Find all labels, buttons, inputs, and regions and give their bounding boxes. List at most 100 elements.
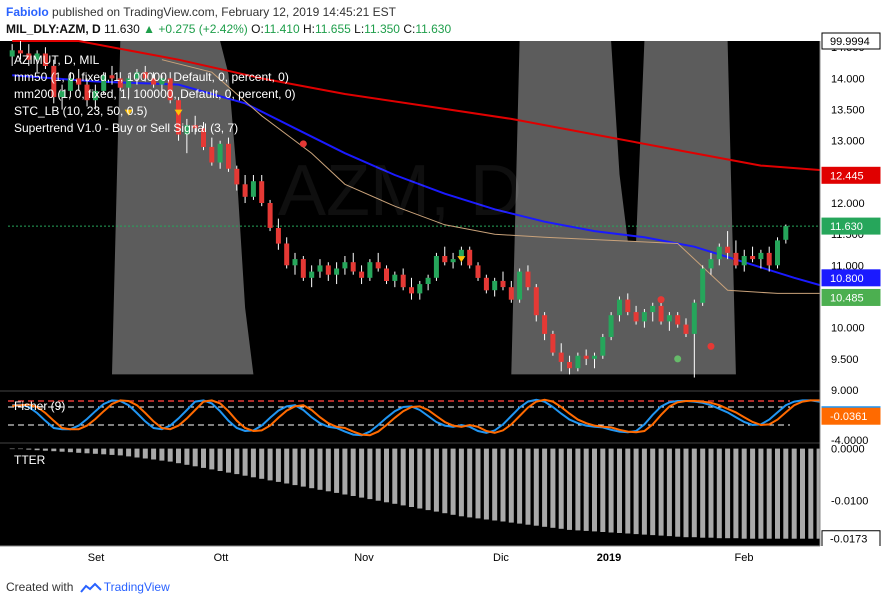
tter-bar xyxy=(84,448,90,454)
tter-bar xyxy=(592,448,597,532)
legend-supertrend[interactable]: Supertrend V1.0 - Buy or Sell Signal (3,… xyxy=(14,121,238,135)
tter-bar xyxy=(733,448,739,539)
legend-stc[interactable]: STC_LB (10, 23, 50, 0.5) xyxy=(14,104,147,118)
price-tick-label: 14.000 xyxy=(831,73,865,85)
legend-title[interactable]: AZIMUT, D, MIL xyxy=(14,53,100,67)
candle-body xyxy=(342,262,348,269)
candle-body xyxy=(425,277,431,284)
stc-area xyxy=(12,41,884,375)
candle-body xyxy=(508,287,514,300)
tter-label[interactable]: TTER xyxy=(14,453,46,467)
candle-body xyxy=(392,274,398,281)
signal-dot xyxy=(299,140,307,148)
candle-body xyxy=(741,256,747,266)
tter-bar xyxy=(542,448,548,527)
tter-bar xyxy=(117,448,123,456)
time-tick-label: Nov xyxy=(354,552,374,564)
candle-body xyxy=(26,53,32,60)
candle-body xyxy=(209,146,215,163)
tter-bar xyxy=(67,448,73,453)
open-value: 11.410 xyxy=(263,22,300,36)
candle-body xyxy=(750,256,756,260)
tter-bar xyxy=(450,448,456,515)
candle-body xyxy=(458,249,464,260)
candle-body xyxy=(126,78,132,88)
tter-bar xyxy=(217,448,223,471)
tter-bar xyxy=(517,448,523,524)
tter-bar xyxy=(575,448,581,531)
candle-body xyxy=(558,352,564,362)
axes: 14.50014.00013.50013.00012.50012.00011.5… xyxy=(0,32,884,572)
candle-body xyxy=(708,259,714,269)
tter-bar xyxy=(633,448,639,535)
tter-bar xyxy=(725,448,731,539)
watermark: AZM, D xyxy=(278,151,522,231)
price-pane[interactable] xyxy=(8,40,884,378)
candle-body xyxy=(417,284,423,294)
tter-bar xyxy=(350,448,356,496)
sell-signal-marker xyxy=(457,256,466,263)
price-change: +0.275 (+2.42%) xyxy=(158,22,248,36)
tradingview-logo-icon xyxy=(79,582,102,593)
candle-body xyxy=(575,355,581,369)
tter-bar xyxy=(184,448,190,465)
candle-body xyxy=(192,125,198,129)
tter-bar xyxy=(167,448,173,462)
candle-body xyxy=(700,268,706,303)
tter-bar xyxy=(201,448,206,468)
candle-body xyxy=(42,53,48,66)
footer: Created with TradingView xyxy=(6,580,170,594)
candle-body xyxy=(600,337,606,356)
tter-bar xyxy=(284,448,290,484)
tter-bar xyxy=(384,448,389,503)
open-label: O: xyxy=(251,22,264,36)
candle-body xyxy=(758,252,764,260)
candle-body xyxy=(775,240,780,266)
candle-body xyxy=(309,271,315,278)
tter-bar xyxy=(9,448,15,450)
candle-body xyxy=(217,143,223,163)
tter-bar xyxy=(400,448,406,506)
price-tick-label: 9.500 xyxy=(831,354,859,366)
tter-bar xyxy=(800,448,805,539)
tter-bar xyxy=(533,448,539,526)
footer-brand[interactable]: TradingView xyxy=(103,580,170,594)
tter-bar xyxy=(334,448,340,493)
price-label-bg xyxy=(821,166,881,184)
candle-body xyxy=(167,78,173,101)
legend-mm200[interactable]: mm200 (1, 0, fixed, 1, 100000, Default, … xyxy=(14,87,296,101)
time-tick-label: Ott xyxy=(214,552,229,564)
candle-body xyxy=(500,280,506,288)
tter-bar xyxy=(250,448,256,478)
tter-bar xyxy=(109,448,115,455)
candle-body xyxy=(18,50,23,54)
candle-body xyxy=(683,324,689,334)
tter-bar xyxy=(51,448,57,452)
tter-bar xyxy=(234,448,240,475)
fisher-pane[interactable] xyxy=(8,398,862,437)
tter-bar xyxy=(442,448,448,514)
candle-body xyxy=(34,53,40,60)
price-label-bg xyxy=(821,269,881,287)
candle-body xyxy=(201,128,206,147)
fisher-price-label: -0.0361 xyxy=(830,411,867,423)
tter-bar xyxy=(791,448,797,539)
tter-bar xyxy=(325,448,331,492)
candle-body xyxy=(467,249,473,266)
tter-bar xyxy=(475,448,481,519)
publisher-name[interactable]: FabioIo xyxy=(6,5,49,19)
time-axis-panel xyxy=(0,546,884,572)
tter-bar xyxy=(716,448,722,539)
candle-body xyxy=(666,315,672,322)
legend-mm50[interactable]: mm50 (1, 0, fixed, 1, 100000, Default, 0… xyxy=(14,70,289,84)
last-price: 11.630 xyxy=(104,22,140,36)
time-tick-label: Feb xyxy=(735,552,754,564)
fisher-label[interactable]: Fisher (9) xyxy=(14,399,65,413)
candle-body xyxy=(400,274,406,288)
tter-bar xyxy=(567,448,572,530)
tter-bar xyxy=(292,448,298,486)
tter-bar xyxy=(275,448,281,482)
tter-bar xyxy=(775,448,780,539)
time-tick-label: Set xyxy=(88,552,105,564)
